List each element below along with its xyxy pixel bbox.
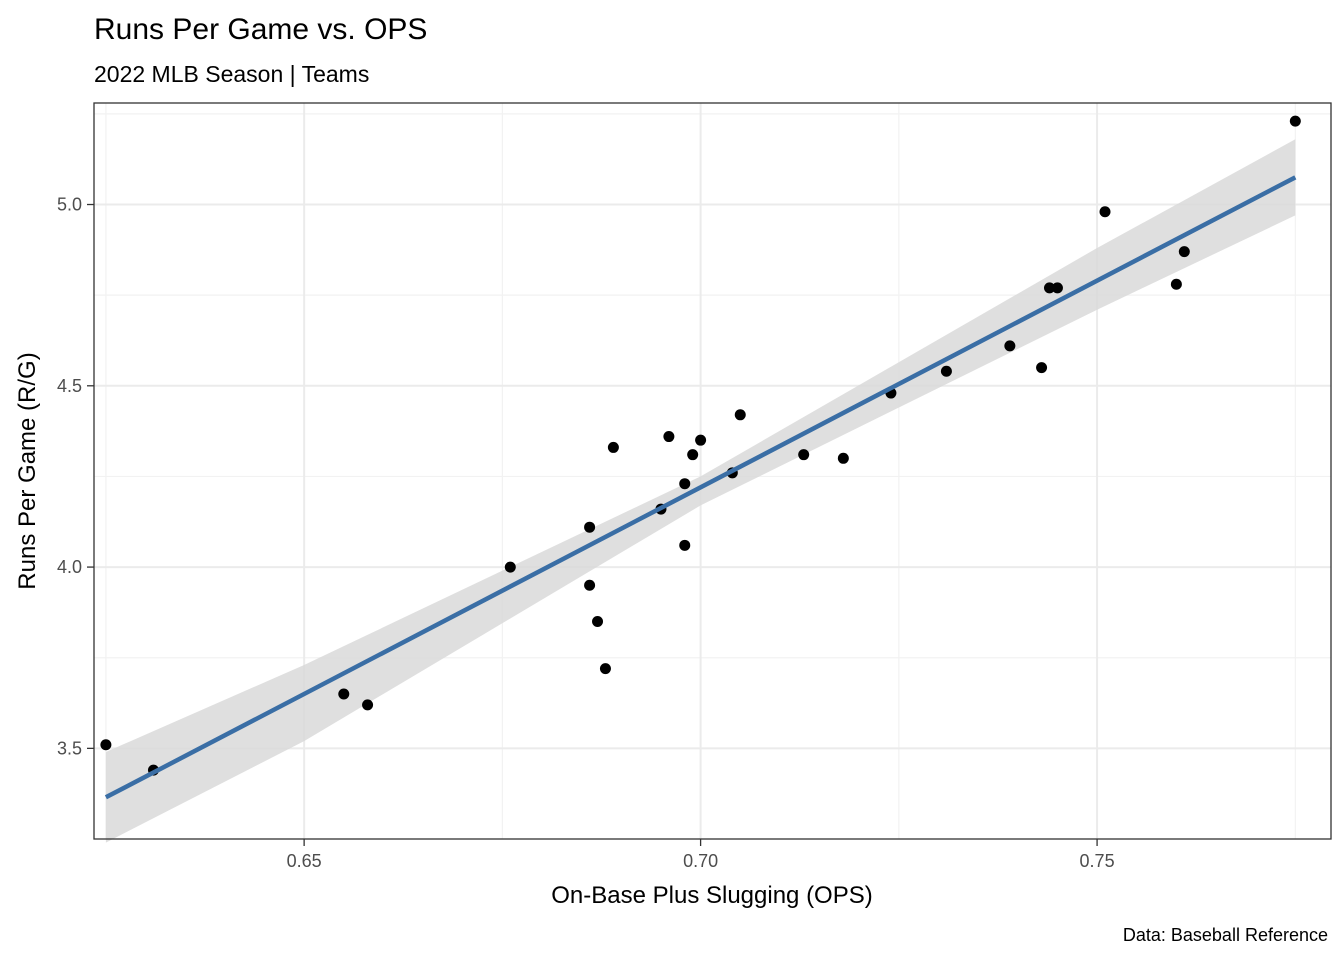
data-point: [1290, 116, 1301, 127]
x-tick-label: 0.75: [1080, 851, 1115, 871]
chart-subtitle: 2022 MLB Season | Teams: [94, 61, 369, 87]
data-point: [838, 453, 849, 464]
data-point: [1036, 362, 1047, 373]
x-tick-label: 0.65: [287, 851, 322, 871]
x-axis-label: On-Base Plus Slugging (OPS): [551, 882, 872, 909]
chart-title: Runs Per Game vs. OPS: [94, 13, 427, 46]
data-point: [941, 366, 952, 377]
data-point: [1052, 282, 1063, 293]
data-point: [679, 478, 690, 489]
data-point: [608, 442, 619, 453]
y-axis-ticks: 3.5 4.0 4.5 5.0: [57, 195, 94, 759]
data-point: [735, 409, 746, 420]
data-point: [695, 435, 706, 446]
data-point: [1179, 246, 1190, 257]
y-tick-label: 4.0: [57, 557, 82, 577]
data-point: [687, 449, 698, 460]
y-tick-label: 5.0: [57, 195, 82, 215]
x-axis-ticks: 0.65 0.70 0.75: [287, 839, 1115, 871]
data-point: [584, 522, 595, 533]
y-axis-label: Runs Per Game (R/G): [14, 352, 41, 589]
data-point: [1004, 340, 1015, 351]
chart-caption: Data: Baseball Reference: [1123, 925, 1328, 945]
data-point: [1100, 206, 1111, 217]
data-point: [338, 688, 349, 699]
x-tick-label: 0.70: [683, 851, 718, 871]
plot-area: [94, 103, 1331, 843]
data-point: [600, 663, 611, 674]
data-point: [100, 739, 111, 750]
data-point: [798, 449, 809, 460]
data-point: [592, 616, 603, 627]
data-point: [362, 699, 373, 710]
data-point: [679, 540, 690, 551]
data-point: [663, 431, 674, 442]
y-tick-label: 3.5: [57, 738, 82, 758]
data-point: [584, 580, 595, 591]
data-point: [505, 562, 516, 573]
data-point: [1171, 279, 1182, 290]
y-tick-label: 4.5: [57, 376, 82, 396]
